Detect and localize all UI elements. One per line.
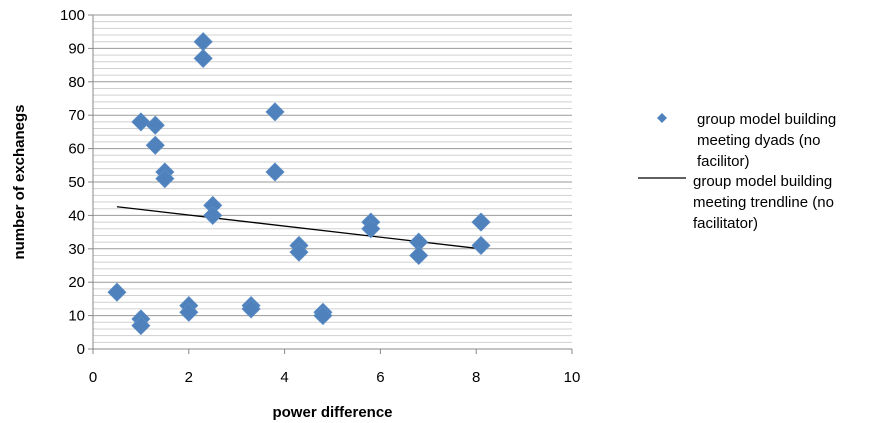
data-point [361,219,381,239]
y-axis-title: number of exchanegs [11,104,28,259]
data-point [241,299,261,319]
y-tick-label: 60 [68,141,85,158]
legend-label-line: facilitor) [697,153,750,170]
data-point [131,316,151,336]
y-tick-label: 0 [77,341,85,358]
legend-label-line: facilitator) [693,215,758,232]
data-point [203,205,223,225]
x-tick-label: 8 [472,369,480,386]
gridlines [93,14,572,343]
y-tick-label: 10 [68,308,85,325]
legend-marker-diamond [657,113,667,123]
y-tick-labels: 0 10 20 30 40 50 60 70 80 90 100 [60,7,85,358]
y-tick-label: 80 [68,74,85,91]
data-point [265,102,285,122]
legend-label-line: group model building [693,173,832,190]
data-point [131,112,151,132]
y-tick-label: 90 [68,40,85,57]
legend-label-line: group model building [697,111,836,128]
data-point [155,169,175,189]
x-tick-label: 4 [280,369,288,386]
x-tick-labels: 0 2 4 6 8 10 [89,369,581,386]
scatter-series [107,32,491,336]
data-point [179,302,199,322]
x-tick-label: 6 [376,369,384,386]
x-tick-label: 10 [564,369,581,386]
y-tick-label: 50 [68,174,85,191]
y-tick-label: 100 [60,7,85,24]
y-tick-label: 40 [68,207,85,224]
x-tick-label: 2 [185,369,193,386]
data-point [289,242,309,262]
legend-label-line: meeting dyads (no [697,132,820,149]
axes [88,14,573,354]
x-tick-label: 0 [89,369,97,386]
y-tick-label: 30 [68,241,85,258]
data-point [193,48,213,68]
data-point [107,282,127,302]
data-point [471,212,491,232]
x-axis-title: power difference [272,404,392,421]
legend: group model building meeting dyads (no fac… [638,111,836,232]
legend-label-line: meeting trendline (no [693,194,834,211]
data-point [409,245,429,266]
data-point [145,135,165,155]
y-tick-label: 20 [68,274,85,291]
data-point [145,115,165,135]
data-point [313,306,333,326]
data-point [265,162,285,182]
data-point [471,235,491,256]
y-tick-label: 70 [68,107,85,124]
